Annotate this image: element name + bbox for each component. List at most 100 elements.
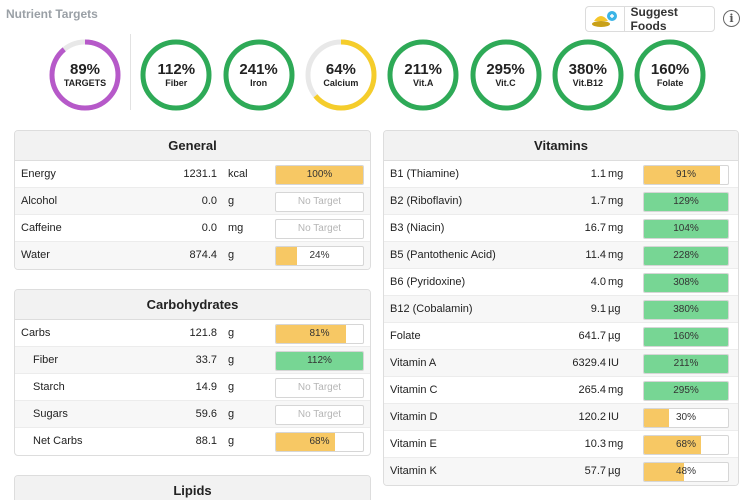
vitamins-row-b2-riboflavin[interactable]: B2 (Riboflavin) 1.7 mg 129%	[384, 188, 738, 215]
vitamins-row-b3-niacin[interactable]: B3 (Niacin) 16.7 mg 104%	[384, 215, 738, 242]
general-row-alcohol[interactable]: Alcohol 0.0 g No Target	[15, 188, 370, 215]
ring-vit-c: 295% Vit.C	[469, 38, 543, 112]
target-progress-text: No Target	[297, 409, 342, 420]
nutrient-amount: 874.4	[189, 249, 217, 261]
vitamins-row-vitamin-a[interactable]: Vitamin A 6329.4 IU 211%	[384, 350, 738, 377]
ring-calcium: 64% Calcium	[304, 38, 378, 112]
general-row-energy[interactable]: Energy 1231.1 kcal 100%	[15, 161, 370, 188]
nutrient-unit: mg	[608, 195, 624, 207]
general-panel: General Energy 1231.1 kcal 100% Alcohol 0.0 g N…	[14, 130, 371, 270]
target-progress-bar: No Target	[275, 405, 364, 425]
target-progress-fill	[644, 436, 702, 454]
nutrient-name: Energy	[21, 168, 56, 180]
vitamins-row-b1-thiamine[interactable]: B1 (Thiamine) 1.1 mg 91%	[384, 161, 738, 188]
suggest-foods-button[interactable]: Suggest Foods	[585, 5, 715, 33]
carbs-row-starch[interactable]: Starch 14.9 g No Target	[15, 374, 370, 401]
carbs-row-net-carbs[interactable]: Net Carbs 88.1 g 68%	[15, 428, 370, 455]
target-progress-bar: 100%	[275, 165, 364, 185]
suggest-foods-label: Suggest Foods	[630, 5, 678, 33]
nutrient-amount: 4.0	[590, 276, 606, 288]
nutrient-amount: 59.6	[195, 408, 217, 420]
nutrient-unit: g	[228, 249, 235, 261]
target-progress-fill	[644, 463, 685, 481]
nutrient-name: Vitamin C	[390, 384, 438, 396]
vitamins-row-vitamin-k[interactable]: Vitamin K 57.7 µg 48%	[384, 458, 738, 485]
vitamins-row-b12-cobalamin[interactable]: B12 (Cobalamin) 9.1 µg 380%	[384, 296, 738, 323]
carbs-row-carbs[interactable]: Carbs 121.8 g 81%	[15, 320, 370, 347]
nutrient-name: Vitamin E	[390, 438, 437, 450]
vitamins-row-vitamin-e[interactable]: Vitamin E 10.3 mg 68%	[384, 431, 738, 458]
target-progress-bar: 160%	[643, 327, 729, 347]
ring-percent: 112%	[157, 61, 196, 78]
target-progress-bar: 211%	[643, 354, 729, 374]
ring-text: 160% Folate	[633, 38, 707, 112]
target-progress-bar: 48%	[643, 462, 729, 482]
ring-text: 295% Vit.C	[469, 38, 543, 112]
target-progress-text: 68%	[309, 436, 330, 447]
target-progress-fill	[276, 352, 363, 370]
lipids-panel: Lipids	[14, 475, 371, 500]
ring-text: 89% TARGETS	[48, 38, 122, 112]
carbs-row-fiber[interactable]: Fiber 33.7 g 112%	[15, 347, 370, 374]
nutrient-name: Alcohol	[21, 195, 58, 207]
target-progress-bar: 81%	[275, 324, 364, 344]
nutrient-amount: 14.9	[195, 381, 217, 393]
vitamins-row-b5-pantothenic-acid[interactable]: B5 (Pantothenic Acid) 11.4 mg 228%	[384, 242, 738, 269]
ring-percent: 380%	[568, 61, 607, 78]
carbohydrates-panel: Carbohydrates Carbs 121.8 g 81% Fiber 33.7 g 11…	[14, 289, 371, 456]
ring-percent: 160%	[650, 61, 690, 78]
carbohydrates-panel-title: Carbohydrates	[15, 290, 370, 320]
general-row-caffeine[interactable]: Caffeine 0.0 mg No Target	[15, 215, 370, 242]
target-progress-bar: No Target	[275, 192, 364, 212]
target-progress-fill	[276, 325, 347, 343]
nutrient-name: Sugars	[33, 408, 68, 420]
ring-percent: 64%	[325, 61, 356, 78]
ring-vit-b12: 380% Vit.B12	[551, 38, 625, 112]
target-progress-fill	[644, 301, 728, 319]
target-progress-bar: No Target	[275, 378, 364, 398]
carbs-row-sugars[interactable]: Sugars 59.6 g No Target	[15, 401, 370, 428]
target-progress-fill	[644, 166, 721, 184]
vitamins-row-vitamin-d[interactable]: Vitamin D 120.2 IU 30%	[384, 404, 738, 431]
target-progress-bar: 68%	[643, 435, 729, 455]
nutrient-name: B1 (Thiamine)	[390, 168, 460, 180]
target-progress-text: 211%	[673, 358, 699, 369]
general-panel-title: General	[15, 131, 370, 161]
nutrient-name: B5 (Pantothenic Acid)	[390, 249, 496, 261]
nutrient-amount: 11.4	[585, 249, 606, 261]
nutrient-unit: µg	[608, 303, 621, 315]
target-rings: 89% TARGETS 112% Fiber 241% Iron 64% Calcium 211…	[48, 34, 708, 114]
nutrient-amount: 9.1	[590, 303, 606, 315]
nutrient-amount: 121.8	[189, 327, 217, 339]
nutrient-unit: g	[228, 408, 235, 420]
target-progress-text: No Target	[297, 196, 342, 207]
target-progress-fill	[644, 355, 728, 373]
target-progress-bar: 308%	[643, 273, 729, 293]
target-progress-text: No Target	[297, 382, 342, 393]
nutrient-amount: 6329.4	[572, 357, 606, 369]
nutrient-unit: IU	[608, 411, 619, 423]
suggest-foods-icon	[586, 7, 625, 31]
vitamins-row-vitamin-c[interactable]: Vitamin C 265.4 mg 295%	[384, 377, 738, 404]
target-progress-bar: 30%	[643, 408, 729, 428]
nutrient-name: Starch	[33, 381, 65, 393]
nutrient-unit: kcal	[228, 168, 248, 180]
target-progress-fill	[276, 166, 363, 184]
vitamins-row-folate[interactable]: Folate 641.7 µg 160%	[384, 323, 738, 350]
nutrient-amount: 57.7	[584, 465, 606, 477]
target-progress-text: 295%	[673, 385, 699, 396]
target-progress-fill	[276, 247, 297, 265]
ring-label: Folate	[656, 78, 684, 88]
nutrient-name: Net Carbs	[33, 435, 83, 447]
nutrient-name: Folate	[390, 330, 421, 342]
ring-percent: 89%	[69, 61, 101, 78]
nutrient-name: Carbs	[21, 327, 51, 339]
target-progress-bar: 228%	[643, 246, 729, 266]
general-row-water[interactable]: Water 874.4 g 24%	[15, 242, 370, 269]
vitamins-row-b6-pyridoxine[interactable]: B6 (Pyridoxine) 4.0 mg 308%	[384, 269, 738, 296]
nutrient-unit: mg	[608, 384, 624, 396]
vitamins-panel-title: Vitamins	[384, 131, 738, 161]
target-progress-text: No Target	[297, 223, 342, 234]
ring-text: 211% Vit.A	[386, 38, 460, 112]
info-icon[interactable]: i	[723, 10, 740, 27]
